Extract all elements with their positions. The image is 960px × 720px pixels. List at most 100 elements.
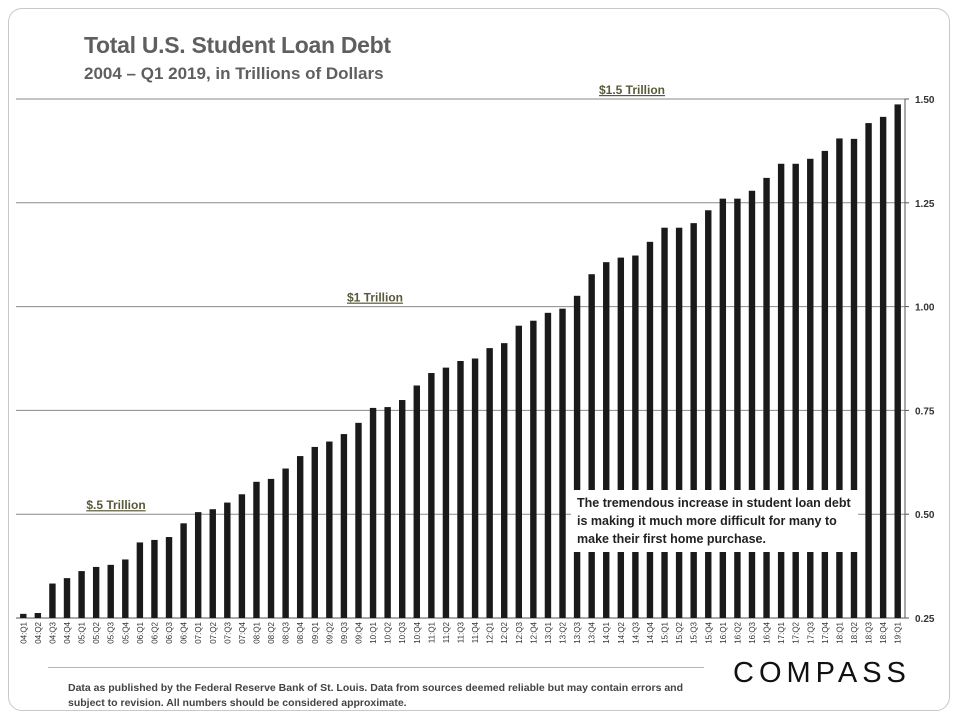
x-tick-label: 05:Q1 — [78, 621, 87, 643]
bar — [471, 358, 479, 618]
bar — [282, 468, 289, 618]
bar — [850, 138, 858, 619]
bar — [165, 537, 173, 618]
x-tick-label: 15:Q3 — [690, 621, 699, 643]
gridlines — [16, 98, 909, 619]
x-tick-label: 18:Q1 — [835, 621, 844, 643]
x-tick-label: 14:Q3 — [631, 621, 640, 643]
bar — [792, 163, 799, 618]
x-tick-label: 06:Q4 — [180, 621, 189, 643]
bar — [515, 325, 522, 618]
bar — [355, 422, 362, 618]
x-tick-label: 09:Q3 — [340, 621, 349, 643]
bar — [326, 441, 333, 618]
x-tick-label: 17:Q3 — [806, 621, 815, 643]
x-tick-label: 13:Q2 — [559, 621, 568, 643]
bar — [369, 407, 377, 618]
bar — [442, 367, 450, 618]
bar — [559, 308, 566, 618]
x-tick-label: 11:Q3 — [457, 621, 466, 643]
x-tick-label: 15:Q2 — [675, 621, 684, 643]
x-tick-label: 04:Q4 — [63, 621, 72, 643]
x-tick-label: 07:Q1 — [194, 621, 203, 643]
y-tick-label: 0.75 — [915, 406, 935, 417]
bar — [92, 566, 100, 618]
x-tick-label: 12:Q1 — [486, 621, 495, 643]
chart-subtitle: 2004 – Q1 2019, in Trillions of Dollars — [84, 64, 384, 83]
bar — [136, 542, 144, 618]
bar — [836, 138, 843, 618]
bar — [209, 509, 216, 618]
bar — [530, 320, 537, 618]
bar — [457, 360, 464, 618]
x-tick-label: 14:Q4 — [646, 621, 655, 643]
bar — [253, 481, 260, 618]
bar — [807, 158, 814, 619]
x-tick-label: 11:Q1 — [427, 621, 436, 643]
x-tick-label: 17:Q1 — [777, 621, 786, 643]
x-tick-label: 06:Q3 — [165, 621, 174, 643]
x-tick-label: 10:Q3 — [398, 621, 407, 643]
bar — [122, 559, 129, 618]
bar — [78, 571, 85, 618]
bar — [151, 539, 158, 618]
x-tick-label: 16:Q4 — [763, 621, 772, 643]
x-tick-label: 17:Q4 — [821, 621, 830, 643]
threshold-annotation: $1.5 Trillion — [599, 83, 665, 97]
bar — [748, 190, 756, 618]
y-tick-label: 0.50 — [915, 510, 935, 521]
bar — [486, 348, 493, 618]
bar — [224, 502, 231, 618]
source-footnote: Data as published by the Federal Reserve… — [68, 682, 684, 709]
bar — [194, 512, 202, 618]
x-tick-label: 04:Q1 — [19, 621, 28, 643]
y-tick-label: 1.50 — [915, 95, 935, 106]
bars — [20, 104, 901, 619]
bar — [821, 150, 829, 618]
x-tick-label: 17:Q2 — [792, 621, 801, 643]
x-tick-label: 15:Q1 — [661, 621, 670, 643]
x-tick-label: 06:Q1 — [136, 621, 145, 643]
x-tick-label: 14:Q1 — [602, 621, 611, 643]
x-tick-label: 05:Q3 — [107, 621, 116, 643]
bar — [340, 434, 348, 618]
x-axis-ticks: 04:Q1 04:Q2 04:Q3 04:Q4 05:Q1 05:Q2 05:Q3 05:Q4… — [19, 621, 902, 643]
x-tick-label: 19:Q1 — [894, 621, 903, 643]
bar — [413, 385, 420, 618]
x-tick-label: 15:Q4 — [704, 621, 713, 643]
x-tick-label: 09:Q4 — [354, 621, 363, 643]
y-tick-label: 0.25 — [915, 614, 935, 625]
x-tick-label: 08:Q3 — [282, 621, 291, 643]
x-tick-label: 16:Q1 — [719, 621, 728, 643]
slide-frame — [8, 8, 950, 711]
x-tick-label: 05:Q4 — [121, 621, 130, 643]
threshold-annotation: $1 Trillion — [347, 291, 403, 305]
bar — [603, 262, 610, 618]
bar — [34, 613, 42, 618]
x-tick-label: 18:Q4 — [879, 621, 888, 643]
bar — [428, 373, 435, 618]
bar — [690, 223, 697, 618]
x-tick-label: 04:Q2 — [34, 621, 43, 643]
bar — [296, 456, 304, 618]
threshold-annotation: $.5 Trillion — [86, 498, 145, 512]
x-tick-label: 11:Q4 — [471, 621, 480, 643]
bar — [238, 494, 246, 618]
bar — [267, 478, 275, 618]
bar — [632, 255, 639, 618]
bar — [384, 407, 391, 618]
x-tick-label: 08:Q4 — [296, 621, 305, 643]
callout-box: The tremendous increase in student loan … — [571, 490, 858, 552]
x-tick-label: 13:Q1 — [544, 621, 553, 643]
x-tick-label: 14:Q2 — [617, 621, 626, 643]
footer-divider — [48, 667, 704, 668]
bar — [777, 163, 785, 618]
x-tick-label: 18:Q2 — [850, 621, 859, 643]
bar — [879, 116, 887, 618]
x-tick-label: 13:Q3 — [573, 621, 582, 643]
x-tick-label: 12:Q4 — [529, 621, 538, 643]
y-axis-ticks: 0.25 0.50 0.75 1.00 1.25 1.50 — [915, 95, 935, 625]
annotations: $.5 Trillion $1 Trillion $1.5 Trillion — [86, 83, 665, 512]
bar — [705, 210, 712, 618]
